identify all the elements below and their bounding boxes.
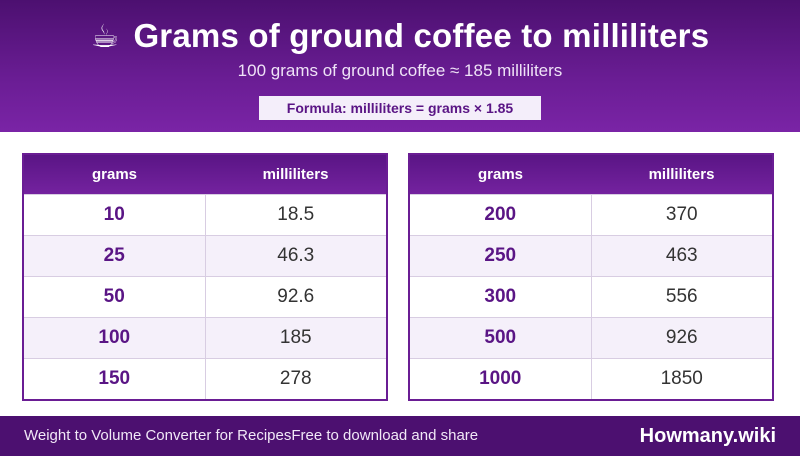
column-header-grams: grams [477,166,524,183]
grams-cell: 25 [24,236,206,276]
milliliters-cell: 185 [279,327,312,348]
milliliters-cell: 556 [665,286,698,307]
grams-cell: 50 [24,277,206,317]
grams-cell: 250 [410,236,592,276]
grams-cell: 300 [410,277,592,317]
table-row: 300 556 [410,276,772,317]
column-header-milliliters: milliliters [262,166,329,183]
grams-cell: 150 [24,359,206,399]
footer-tagline: Free to download and share [291,427,479,444]
milliliters-cell: 92.6 [277,286,315,307]
milliliters-cell: 46.3 [277,245,315,266]
table-row: 50 92.6 [24,276,386,317]
milliliters-cell: 926 [665,327,698,348]
milliliters-cell: 370 [665,204,698,225]
grams-cell: 100 [24,318,206,358]
footer-bar: Weight to Volume Converter for RecipesFr… [0,416,800,456]
milliliters-cell: 278 [279,368,312,389]
conversion-table-left: grams milliliters 10 18.5 25 46.3 50 92.… [22,153,388,401]
page-subtitle: 100 grams of ground coffee ≈ 185 millili… [237,61,563,80]
formula-badge: Formula: milliliters = grams × 1.85 [259,96,541,120]
milliliters-cell: 1850 [660,368,703,389]
grams-cell: 500 [410,318,592,358]
milliliters-cell: 463 [665,245,698,266]
coffee-cup-icon: ☕ [90,17,120,55]
brand-logo-text[interactable]: Howmany.wiki [639,425,776,447]
grams-cell: 200 [410,195,592,235]
header-banner: ☕ Grams of ground coffee to milliliters … [0,0,800,132]
column-header-milliliters: milliliters [648,166,715,183]
table-header: grams milliliters [410,155,772,194]
table-row: 100 185 [24,317,386,358]
footer-text: Weight to Volume Converter for RecipesFr… [24,416,478,456]
table-row: 1000 1850 [410,358,772,399]
grams-cell: 10 [24,195,206,235]
footer-converter-name: Weight to Volume Converter for Recipes [24,427,292,444]
milliliters-cell: 18.5 [277,204,315,225]
conversion-table-right: grams milliliters 200 370 250 463 300 55… [408,153,774,401]
column-header-grams: grams [91,166,138,183]
table-row: 150 278 [24,358,386,399]
table-row: 10 18.5 [24,194,386,235]
table-row: 250 463 [410,235,772,276]
table-row: 500 926 [410,317,772,358]
title-row: ☕ Grams of ground coffee to milliliters [0,14,800,58]
grams-cell: 1000 [410,359,592,399]
page-title: Grams of ground coffee to milliliters [133,17,710,54]
table-header: grams milliliters [24,155,386,194]
table-row: 25 46.3 [24,235,386,276]
table-row: 200 370 [410,194,772,235]
